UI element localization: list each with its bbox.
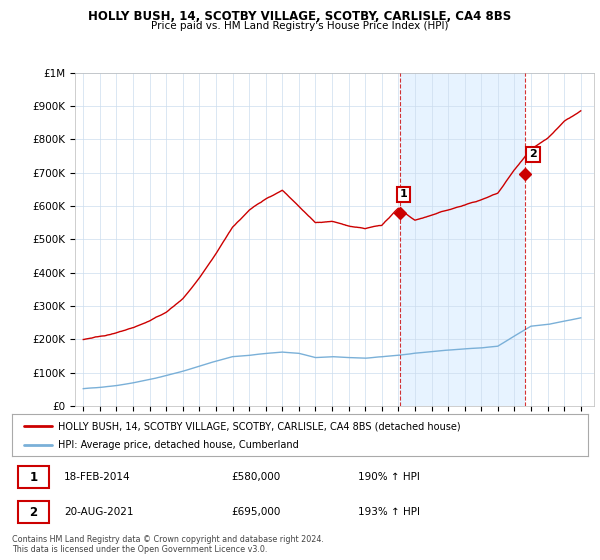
Text: 190% ↑ HPI: 190% ↑ HPI xyxy=(358,472,419,482)
Text: HOLLY BUSH, 14, SCOTBY VILLAGE, SCOTBY, CARLISLE, CA4 8BS (detached house): HOLLY BUSH, 14, SCOTBY VILLAGE, SCOTBY, … xyxy=(58,421,461,431)
Text: 193% ↑ HPI: 193% ↑ HPI xyxy=(358,507,419,517)
FancyBboxPatch shape xyxy=(18,466,49,488)
Text: 2: 2 xyxy=(529,150,537,160)
Text: Price paid vs. HM Land Registry's House Price Index (HPI): Price paid vs. HM Land Registry's House … xyxy=(151,21,449,31)
Text: 20-AUG-2021: 20-AUG-2021 xyxy=(64,507,133,517)
Text: 2: 2 xyxy=(29,506,38,519)
Bar xyxy=(400,73,525,406)
Text: £695,000: £695,000 xyxy=(231,507,280,517)
Text: 1: 1 xyxy=(400,189,407,199)
Text: HOLLY BUSH, 14, SCOTBY VILLAGE, SCOTBY, CARLISLE, CA4 8BS: HOLLY BUSH, 14, SCOTBY VILLAGE, SCOTBY, … xyxy=(88,10,512,22)
Text: HPI: Average price, detached house, Cumberland: HPI: Average price, detached house, Cumb… xyxy=(58,440,299,450)
Text: 1: 1 xyxy=(29,470,38,484)
FancyBboxPatch shape xyxy=(18,502,49,523)
Text: 18-FEB-2014: 18-FEB-2014 xyxy=(64,472,130,482)
Text: £580,000: £580,000 xyxy=(231,472,280,482)
Text: Contains HM Land Registry data © Crown copyright and database right 2024.
This d: Contains HM Land Registry data © Crown c… xyxy=(12,535,324,554)
